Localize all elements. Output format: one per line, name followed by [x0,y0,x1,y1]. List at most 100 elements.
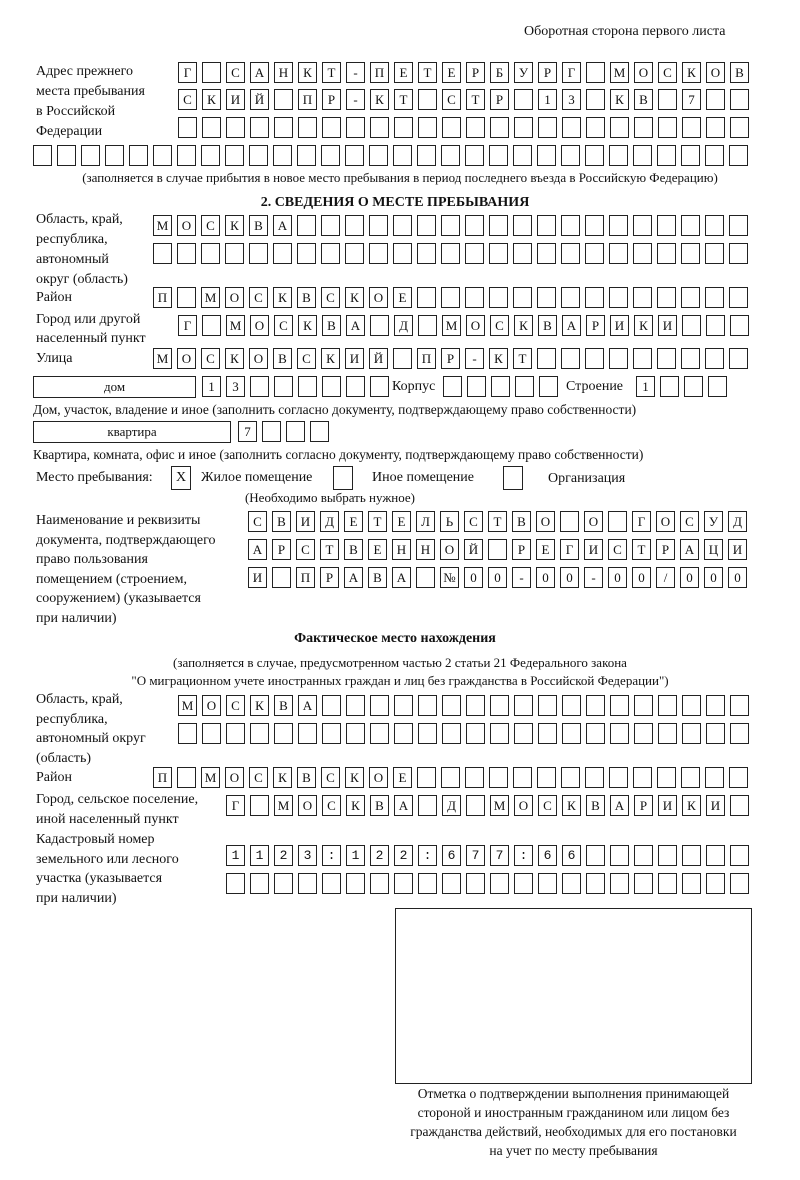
char-cell[interactable] [706,845,725,866]
char-cell[interactable]: 3 [226,376,245,397]
char-cell[interactable]: Т [394,89,413,110]
char-cell[interactable]: В [538,315,557,336]
char-cell[interactable] [538,873,557,894]
char-cell[interactable] [298,376,317,397]
char-cell[interactable]: Й [464,539,483,560]
char-cell[interactable] [729,348,748,369]
char-cell[interactable] [684,376,703,397]
char-cell[interactable]: П [298,89,317,110]
char-cell[interactable] [418,89,437,110]
char-cell[interactable]: И [728,539,747,560]
char-cell[interactable] [608,511,627,532]
char-cell[interactable]: В [273,348,292,369]
char-cell[interactable] [561,348,580,369]
char-cell[interactable] [609,215,628,236]
char-cell[interactable] [274,89,293,110]
char-cell[interactable] [658,723,677,744]
char-cell[interactable] [370,723,389,744]
char-cell[interactable] [657,215,676,236]
char-cell[interactable]: И [610,315,629,336]
char-cell[interactable] [177,145,196,166]
char-cell[interactable]: Р [634,795,653,816]
char-cell[interactable] [202,315,221,336]
char-cell[interactable] [153,145,172,166]
char-cell[interactable]: С [680,511,699,532]
char-cell[interactable] [633,243,652,264]
char-cell[interactable]: В [512,511,531,532]
char-cell[interactable] [586,89,605,110]
char-cell[interactable] [345,243,364,264]
char-cell[interactable] [562,873,581,894]
char-cell[interactable] [514,89,533,110]
char-cell[interactable] [586,723,605,744]
char-cell[interactable] [178,117,197,138]
char-cell[interactable]: В [297,287,316,308]
char-cell[interactable] [609,287,628,308]
char-cell[interactable]: С [538,795,557,816]
char-cell[interactable] [705,287,724,308]
char-cell[interactable] [514,845,533,866]
char-cell[interactable] [633,145,652,166]
char-cell[interactable]: И [296,511,315,532]
char-cell[interactable] [465,767,484,788]
char-cell[interactable]: Т [368,511,387,532]
char-cell[interactable] [225,145,244,166]
char-cell[interactable] [369,145,388,166]
char-cell[interactable]: С [442,89,461,110]
char-cell[interactable] [513,243,532,264]
char-cell[interactable]: Н [392,539,411,560]
char-cell[interactable] [286,421,305,442]
char-cell[interactable]: К [610,89,629,110]
char-cell[interactable]: О [440,539,459,560]
char-cell[interactable] [346,376,365,397]
char-cell[interactable]: О [249,348,268,369]
char-cell[interactable] [634,873,653,894]
char-cell[interactable] [706,723,725,744]
char-cell[interactable] [394,873,413,894]
char-cell[interactable] [562,695,581,716]
char-cell[interactable] [394,845,413,866]
char-cell[interactable]: В [274,695,293,716]
char-cell[interactable]: 1 [636,376,655,397]
char-cell[interactable] [682,723,701,744]
char-cell[interactable] [609,243,628,264]
char-cell[interactable]: Б [490,62,509,83]
char-cell[interactable]: М [201,287,220,308]
char-cell[interactable] [634,117,653,138]
char-cell[interactable]: М [442,315,461,336]
char-cell[interactable] [466,695,485,716]
char-cell[interactable] [250,376,269,397]
char-cell[interactable]: В [370,795,389,816]
char-cell[interactable]: 0 [632,567,651,588]
char-cell[interactable] [514,873,533,894]
char-cell[interactable] [561,145,580,166]
char-cell[interactable]: К [273,287,292,308]
char-cell[interactable] [57,145,76,166]
char-cell[interactable] [706,315,725,336]
char-cell[interactable]: О [536,511,555,532]
char-cell[interactable]: - [584,567,603,588]
char-cell[interactable]: С [274,315,293,336]
char-cell[interactable]: С [297,348,316,369]
char-cell[interactable] [418,695,437,716]
char-cell[interactable] [585,215,604,236]
char-cell[interactable] [153,243,172,264]
char-cell[interactable] [418,315,437,336]
char-cell[interactable] [538,845,557,866]
char-cell[interactable] [345,215,364,236]
char-cell[interactable]: № [440,567,459,588]
char-cell[interactable]: А [298,695,317,716]
char-cell[interactable] [489,287,508,308]
char-cell[interactable] [537,767,556,788]
char-cell[interactable]: Й [369,348,388,369]
char-cell[interactable] [393,348,412,369]
char-cell[interactable] [346,695,365,716]
char-cell[interactable] [609,348,628,369]
char-cell[interactable]: В [249,215,268,236]
char-cell[interactable]: О [298,795,317,816]
char-cell[interactable] [705,767,724,788]
char-cell[interactable] [657,145,676,166]
char-cell[interactable] [682,845,701,866]
char-cell[interactable] [657,767,676,788]
char-cell[interactable]: И [584,539,603,560]
